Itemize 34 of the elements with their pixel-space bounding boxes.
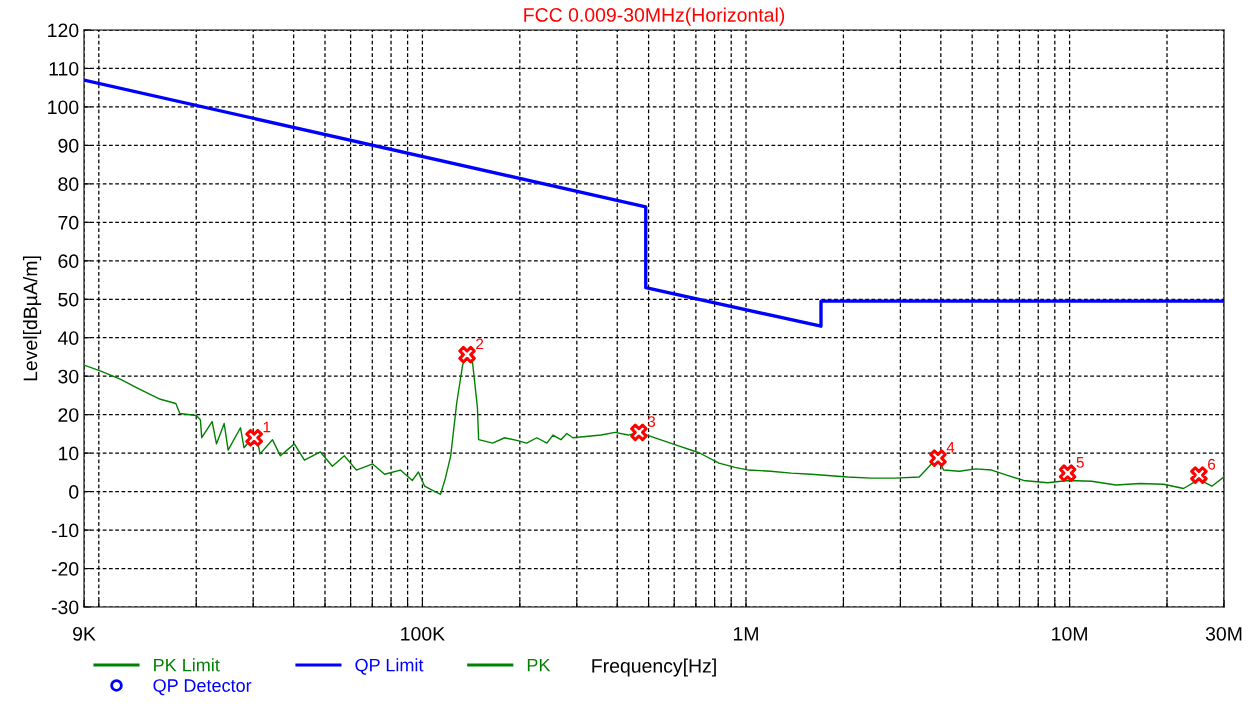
x-axis-title: Frequency[Hz] (592, 658, 716, 677)
y-tick-label: 80 (58, 177, 79, 192)
y-tick-label: -10 (51, 523, 79, 538)
x-tick-label: 1M (733, 627, 758, 641)
legend-label: PK Limit (154, 658, 220, 672)
y-tick-label: 60 (58, 254, 79, 269)
legend-label: QP Detector (153, 679, 252, 696)
y-axis-title: Level[dBµA/m] (23, 256, 42, 381)
y-tick-label: -20 (51, 562, 79, 576)
chart-title: FCC 0.009-30MHz(Horizontal) (524, 7, 785, 26)
y-tick-label: 100 (48, 100, 79, 115)
y-tick-label: 30 (58, 369, 79, 384)
x-tick-label: 30M (1205, 626, 1242, 641)
annotation: 2 (476, 338, 484, 350)
annotation: 3 (647, 416, 656, 427)
y-tick-label: 0 (69, 485, 79, 499)
y-tick-label: 90 (58, 138, 79, 153)
y-tick-label: -30 (51, 600, 79, 615)
y-tick-label: 20 (58, 408, 79, 422)
x-tick-label: 10M (1052, 626, 1087, 641)
annotation: 5 (1076, 457, 1084, 468)
y-tick-label: 70 (58, 215, 79, 230)
legend-label: PK (527, 658, 551, 672)
y-tick-label: 120 (48, 23, 79, 38)
y-tick-label: 10 (59, 446, 79, 461)
annotation: 6 (1208, 458, 1216, 470)
annotation: 4 (946, 442, 955, 453)
legend-label: QP Limit (355, 658, 424, 675)
y-tick-label: 50 (58, 292, 79, 307)
x-tick-label: 9K (73, 626, 96, 641)
y-tick-label: 110 (49, 61, 79, 76)
x-tick-label: 100K (401, 626, 445, 641)
y-tick-label: 40 (57, 331, 79, 345)
annotation: 1 (263, 421, 271, 433)
